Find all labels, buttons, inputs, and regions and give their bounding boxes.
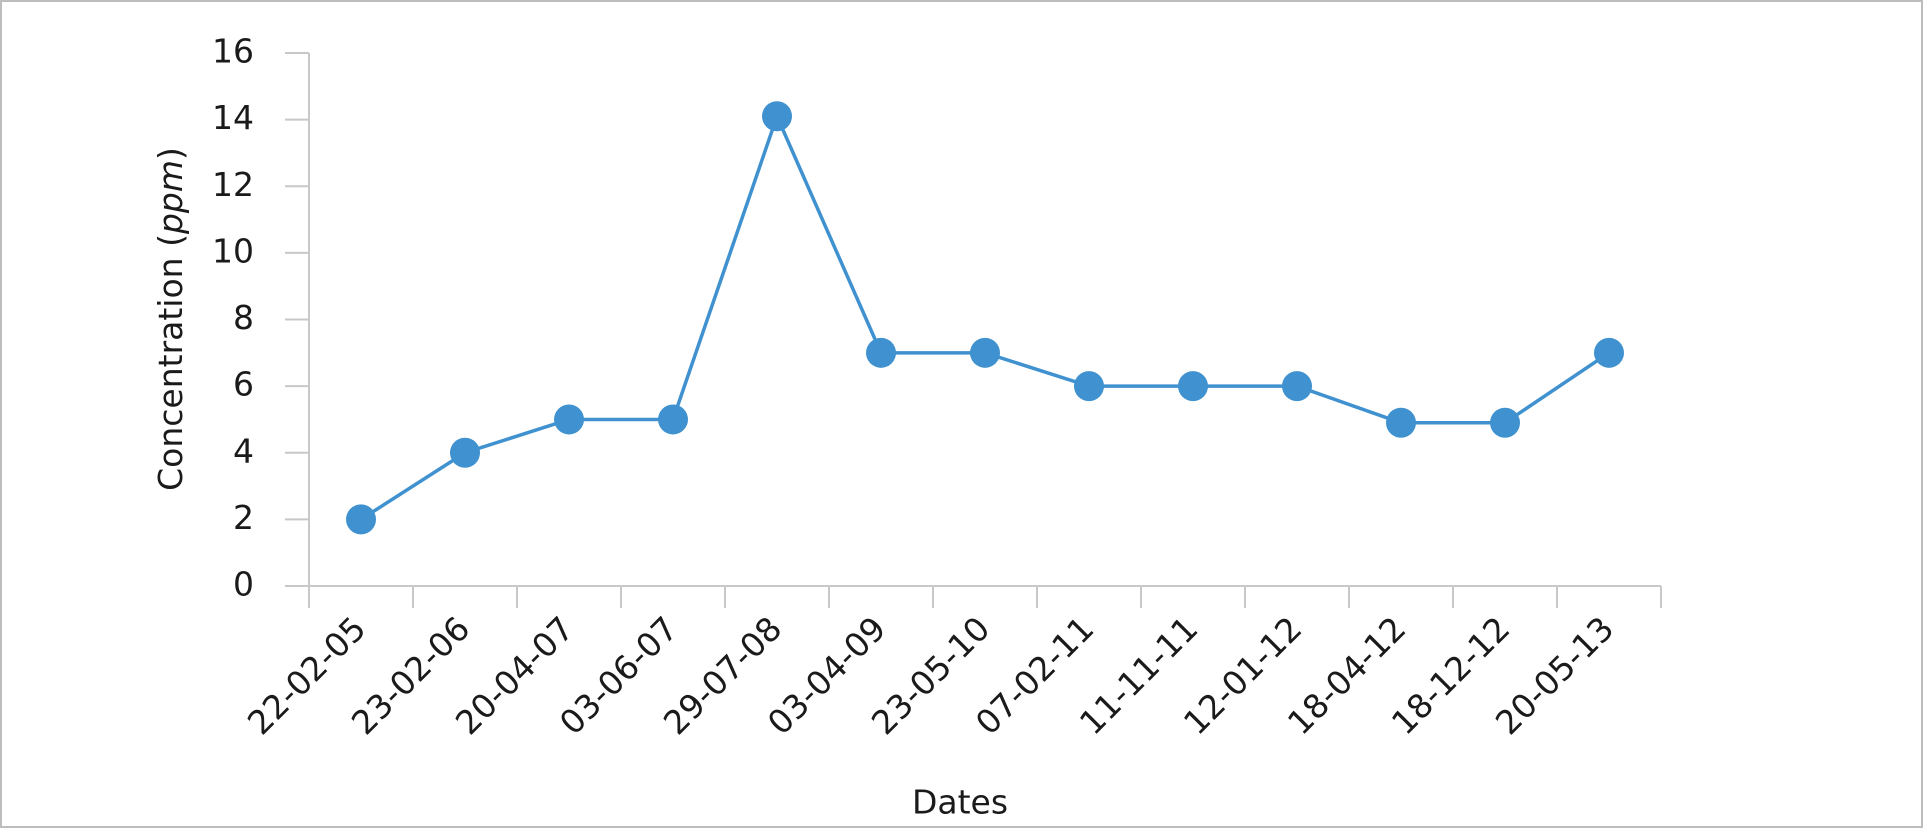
y-tick-label: 0: [233, 565, 254, 604]
point: [1282, 371, 1312, 402]
point: [1386, 407, 1416, 438]
y-tick-label: 6: [233, 365, 254, 404]
y-tick-label: 8: [233, 298, 254, 337]
point: [346, 504, 376, 535]
y-tick-label: 10: [212, 231, 254, 270]
point: [1490, 407, 1520, 438]
point: [1178, 371, 1208, 402]
y-tick-label: 2: [233, 498, 254, 537]
y-tick-label: 12: [212, 165, 254, 204]
point: [658, 404, 688, 435]
y-tick-label: 14: [212, 98, 254, 137]
y-axis-label: Concentration (ppm): [151, 147, 190, 491]
point: [1074, 371, 1104, 402]
point: [450, 437, 480, 468]
point: [866, 337, 896, 368]
y-tick-label: 4: [233, 431, 254, 470]
x-axis-label: Dates: [912, 783, 1008, 822]
point: [1594, 337, 1624, 368]
y-label-part: ppm: [151, 160, 190, 235]
y-tick-label: 16: [212, 32, 254, 71]
y-label-part: ): [151, 147, 190, 160]
point: [970, 337, 1000, 368]
point: [554, 404, 584, 435]
y-label-part: Concentration (: [151, 234, 190, 491]
point: [762, 101, 792, 132]
